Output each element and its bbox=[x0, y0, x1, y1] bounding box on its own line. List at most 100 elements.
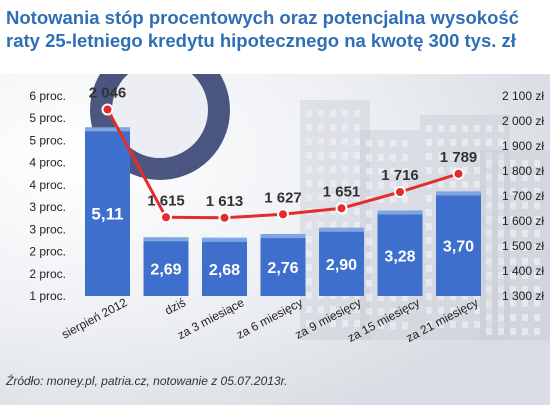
building-window bbox=[498, 160, 504, 167]
building-window bbox=[534, 216, 540, 223]
building-window bbox=[462, 153, 468, 160]
building-window bbox=[426, 293, 432, 300]
bar-highlight bbox=[85, 127, 130, 132]
building-window bbox=[306, 278, 312, 285]
building-window bbox=[486, 160, 492, 167]
bar-value-label: 3,28 bbox=[384, 248, 415, 265]
building-window bbox=[366, 168, 372, 175]
bar-highlight bbox=[377, 210, 423, 215]
building-window bbox=[474, 307, 480, 314]
y-right-tick-label: 2 100 zł bbox=[502, 89, 544, 103]
building-window bbox=[522, 188, 528, 195]
building-window bbox=[378, 140, 384, 147]
building-window bbox=[330, 152, 336, 159]
building-window bbox=[534, 258, 540, 265]
building-window bbox=[498, 272, 504, 279]
building-window bbox=[510, 202, 516, 209]
building-window bbox=[354, 208, 360, 215]
building-window bbox=[498, 125, 504, 132]
building-window bbox=[366, 252, 372, 259]
building-window bbox=[486, 265, 492, 272]
building-window bbox=[366, 308, 372, 315]
bar bbox=[377, 210, 423, 296]
building-window bbox=[498, 286, 504, 293]
building-window bbox=[534, 286, 540, 293]
building-window bbox=[354, 166, 360, 173]
building-window bbox=[306, 110, 312, 117]
building-window bbox=[534, 244, 540, 251]
building-window bbox=[450, 139, 456, 146]
building-window bbox=[462, 125, 468, 132]
building-window bbox=[450, 293, 456, 300]
building-window bbox=[318, 124, 324, 131]
building-window bbox=[330, 138, 336, 145]
y-right-tick-label: 2 000 zł bbox=[502, 114, 544, 128]
building-window bbox=[426, 153, 432, 160]
building-window bbox=[522, 174, 528, 181]
building-window bbox=[534, 314, 540, 321]
building-window bbox=[330, 306, 336, 313]
building-window bbox=[486, 251, 492, 258]
building-window bbox=[522, 230, 528, 237]
decor-circle-inner bbox=[112, 62, 208, 158]
building-window bbox=[318, 222, 324, 229]
bar bbox=[260, 234, 306, 296]
building-window bbox=[426, 209, 432, 216]
building-window bbox=[474, 293, 480, 300]
building-window bbox=[486, 230, 492, 237]
building-window bbox=[498, 153, 504, 160]
building-window bbox=[510, 314, 516, 321]
building-window bbox=[510, 230, 516, 237]
line-series: 2 046 1 615 1 613 1 627 1 651 1 716 1 789 bbox=[89, 85, 477, 224]
building-window bbox=[318, 110, 324, 117]
building-window bbox=[342, 152, 348, 159]
building-backdrop bbox=[90, 40, 550, 340]
building-window bbox=[426, 167, 432, 174]
building-window bbox=[426, 139, 432, 146]
building-window bbox=[534, 272, 540, 279]
y-left-tick-label: 2 proc. bbox=[29, 245, 66, 259]
building-window bbox=[486, 272, 492, 279]
building-window bbox=[306, 320, 312, 327]
building-window bbox=[330, 180, 336, 187]
building-window bbox=[486, 188, 492, 195]
y-right-tick-label: 1 400 zł bbox=[502, 264, 544, 278]
line-point bbox=[160, 211, 172, 224]
building-window bbox=[426, 237, 432, 244]
building-window bbox=[498, 216, 504, 223]
building-window bbox=[498, 265, 504, 272]
building-window bbox=[534, 230, 540, 237]
building-window bbox=[438, 153, 444, 160]
building-window bbox=[510, 160, 516, 167]
building-window bbox=[450, 167, 456, 174]
y-left-tick-label: 5 proc. bbox=[29, 133, 66, 147]
y-right-tick-label: 1 900 zł bbox=[502, 139, 544, 153]
building-window bbox=[366, 238, 372, 245]
bar-series: 5,11 2,69 2,68 2,76 2,90 3,28 3,70 bbox=[85, 127, 481, 296]
building-window bbox=[474, 181, 480, 188]
building-window bbox=[366, 140, 372, 147]
title-bar: Notowania stóp procentowych oraz potencj… bbox=[0, 0, 550, 74]
building-window bbox=[390, 168, 396, 175]
building-window bbox=[450, 181, 456, 188]
building-window bbox=[462, 181, 468, 188]
y-right-tick-label: 1 300 zł bbox=[502, 289, 544, 303]
line-value-label: 2 046 bbox=[89, 85, 127, 102]
building-window bbox=[498, 167, 504, 174]
building-window bbox=[522, 300, 528, 307]
building-window bbox=[330, 124, 336, 131]
line-point bbox=[335, 202, 348, 215]
building-window bbox=[390, 154, 396, 161]
building-window bbox=[402, 196, 408, 203]
building-window bbox=[510, 216, 516, 223]
building-window bbox=[498, 321, 504, 328]
building-window bbox=[486, 209, 492, 216]
line-value-label: 1 651 bbox=[323, 183, 361, 200]
building-window bbox=[486, 216, 492, 223]
building-window bbox=[342, 166, 348, 173]
line-value-label: 1 716 bbox=[381, 167, 419, 184]
building-window bbox=[402, 294, 408, 301]
building-window bbox=[522, 160, 528, 167]
building-window bbox=[390, 294, 396, 301]
